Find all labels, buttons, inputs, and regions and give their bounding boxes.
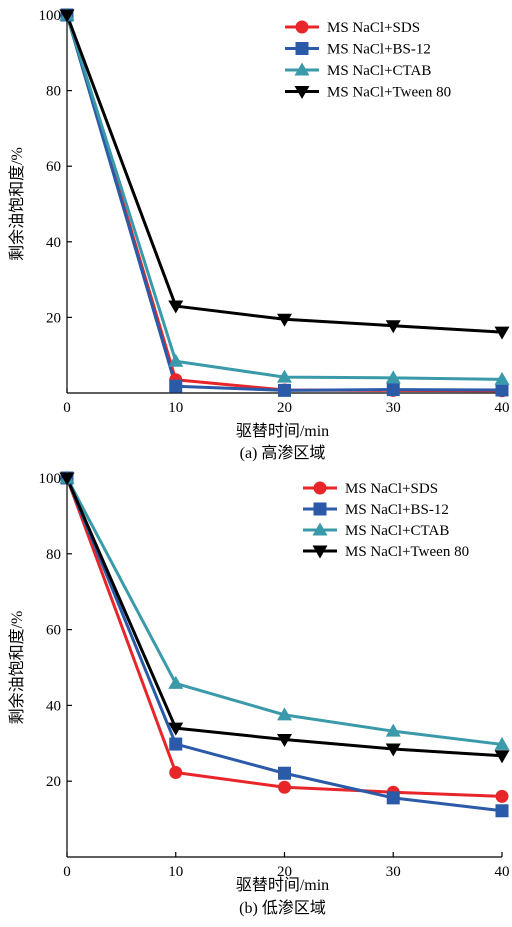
x-tick-label: 0 bbox=[63, 400, 71, 416]
legend-marker bbox=[295, 42, 309, 55]
y-tick-label: 80 bbox=[46, 547, 61, 563]
data-point-0 bbox=[169, 765, 183, 779]
data-point-3 bbox=[494, 326, 510, 340]
data-point-0 bbox=[278, 780, 291, 794]
data-point-1 bbox=[278, 766, 291, 780]
legend-marker bbox=[294, 62, 310, 76]
legend-label: MS NaCl+CTAB bbox=[345, 523, 449, 539]
data-point-3 bbox=[59, 472, 75, 486]
data-point-1 bbox=[495, 383, 509, 397]
data-point-3 bbox=[385, 743, 401, 757]
x-tick-label: 30 bbox=[386, 864, 401, 880]
y-axis-title: 剩余油饱和度/% bbox=[7, 147, 26, 261]
x-tick-label: 10 bbox=[168, 864, 183, 880]
y-tick-label: 20 bbox=[46, 310, 61, 326]
y-tick-label: 100 bbox=[39, 8, 62, 24]
data-point-2 bbox=[494, 736, 510, 750]
x-tick-label: 40 bbox=[495, 864, 510, 880]
data-point-2 bbox=[168, 675, 184, 689]
series-line-0 bbox=[65, 14, 503, 393]
panel-caption: (b) 低渗区域 bbox=[239, 899, 326, 917]
data-point-0 bbox=[495, 789, 509, 803]
data-point-3 bbox=[494, 750, 510, 764]
data-point-3 bbox=[277, 313, 292, 327]
data-point-1 bbox=[495, 804, 509, 818]
legend-marker bbox=[313, 481, 327, 495]
legend-marker bbox=[313, 502, 327, 516]
x-axis-title: 驱替时间/min bbox=[236, 422, 329, 440]
legend-label: MS NaCl+BS-12 bbox=[345, 502, 449, 518]
data-point-1 bbox=[278, 383, 291, 397]
data-point-1 bbox=[169, 737, 183, 751]
x-tick-label: 20 bbox=[277, 400, 292, 416]
legend-marker bbox=[312, 545, 328, 559]
data-point-2 bbox=[385, 723, 401, 737]
x-tick-label: 0 bbox=[63, 864, 71, 880]
legend-marker bbox=[295, 20, 309, 34]
data-point-2 bbox=[168, 353, 184, 367]
x-axis-title: 驱替时间/min bbox=[236, 876, 329, 894]
data-point-2 bbox=[277, 707, 292, 721]
data-point-1 bbox=[386, 383, 400, 397]
legend: MS NaCl+SDS MS NaCl+BS-12 MS NaCl+CTAB MS N… bbox=[303, 481, 469, 560]
legend-label: MS NaCl+SDS bbox=[345, 481, 438, 497]
chart-panel-a: 0 10 20 30 40 20 40 60 80 100 驱替时间/min 剩余油饱和度/% (a) … bbox=[7, 7, 510, 462]
y-tick-label: 40 bbox=[46, 698, 61, 714]
y-tick-label: 80 bbox=[46, 84, 61, 100]
y-tick-label: 100 bbox=[39, 471, 62, 487]
legend-label: MS NaCl+SDS bbox=[327, 20, 420, 36]
y-axis-title: 剩余油饱和度/% bbox=[7, 611, 26, 725]
legend-label: MS NaCl+Tween 80 bbox=[327, 85, 451, 101]
data-point-2 bbox=[494, 371, 510, 385]
x-tick-label: 40 bbox=[495, 400, 510, 416]
legend-label: MS NaCl+BS-12 bbox=[327, 42, 431, 58]
chart-panel-b: 0 10 20 30 40 20 40 60 80 100 驱替时间/min 剩余油饱和度/% (b) … bbox=[7, 470, 510, 917]
y-tick-label: 20 bbox=[46, 774, 61, 790]
x-tick-label: 10 bbox=[168, 400, 183, 416]
data-point-3 bbox=[385, 320, 401, 334]
y-tick-label: 40 bbox=[46, 235, 61, 251]
y-tick-label: 60 bbox=[46, 159, 61, 175]
data-point-1 bbox=[386, 791, 400, 805]
legend-marker bbox=[294, 86, 310, 99]
data-point-1 bbox=[169, 379, 183, 393]
x-tick-label: 30 bbox=[386, 400, 401, 416]
legend: MS NaCl+SDS MS NaCl+BS-12 MS NaCl+CTAB MS N… bbox=[285, 20, 451, 101]
y-tick-label: 60 bbox=[46, 623, 61, 639]
series-line-3 bbox=[65, 14, 503, 334]
legend-marker bbox=[312, 522, 328, 536]
data-point-2 bbox=[277, 369, 292, 383]
x-tick-label: 20 bbox=[277, 864, 292, 880]
legend-label: MS NaCl+CTAB bbox=[327, 63, 431, 79]
legend-label: MS NaCl+Tween 80 bbox=[345, 544, 469, 560]
data-point-3 bbox=[59, 9, 75, 23]
data-point-3 bbox=[277, 734, 292, 748]
panel-caption: (a) 高渗区域 bbox=[240, 444, 326, 462]
data-point-3 bbox=[168, 722, 184, 736]
series-line-1 bbox=[65, 14, 503, 392]
data-point-2 bbox=[385, 370, 401, 384]
data-point-3 bbox=[168, 300, 184, 314]
